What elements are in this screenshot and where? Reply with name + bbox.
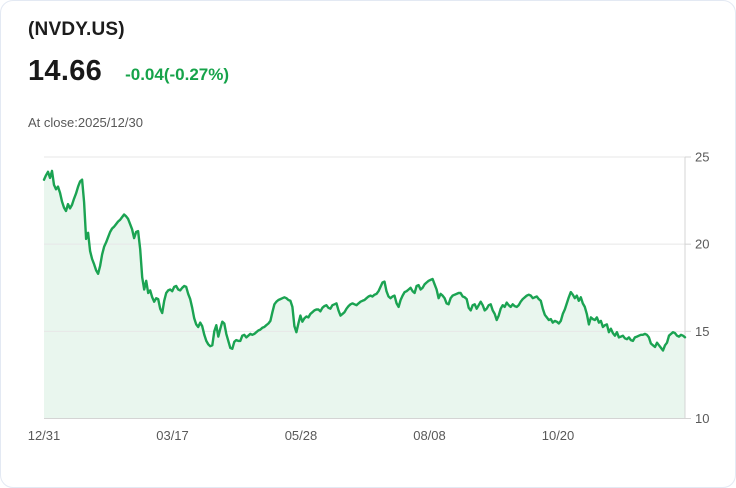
x-tick-label: 10/20 <box>542 428 575 443</box>
y-tick-label: 20 <box>695 237 709 252</box>
x-tick-label: 05/28 <box>285 428 318 443</box>
symbol-title: (NVDY.US) <box>28 19 125 40</box>
x-tick-label: 08/08 <box>413 428 446 443</box>
price-line <box>42 169 687 352</box>
y-tick-label: 25 <box>695 150 709 165</box>
y-tick-label: 15 <box>695 324 709 339</box>
price-row: 14.66 -0.04(-0.27%) <box>28 55 229 88</box>
price-change-badge: -0.04(-0.27%) <box>125 65 230 84</box>
price-area <box>44 170 685 419</box>
x-tick-label: 03/17 <box>156 428 189 443</box>
y-tick-label: 10 <box>695 411 709 426</box>
last-price: 14.66 <box>28 55 103 87</box>
as-of-label: At close:2025/12/30 <box>28 115 143 130</box>
price-chart[interactable]: 25 20 15 10 12/31 03/17 05/28 08/08 10/20 <box>1 141 736 456</box>
x-tick-label: 12/31 <box>28 428 61 443</box>
price-chart-svg[interactable]: 25 20 15 10 12/31 03/17 05/28 08/08 10/20 <box>1 141 736 456</box>
